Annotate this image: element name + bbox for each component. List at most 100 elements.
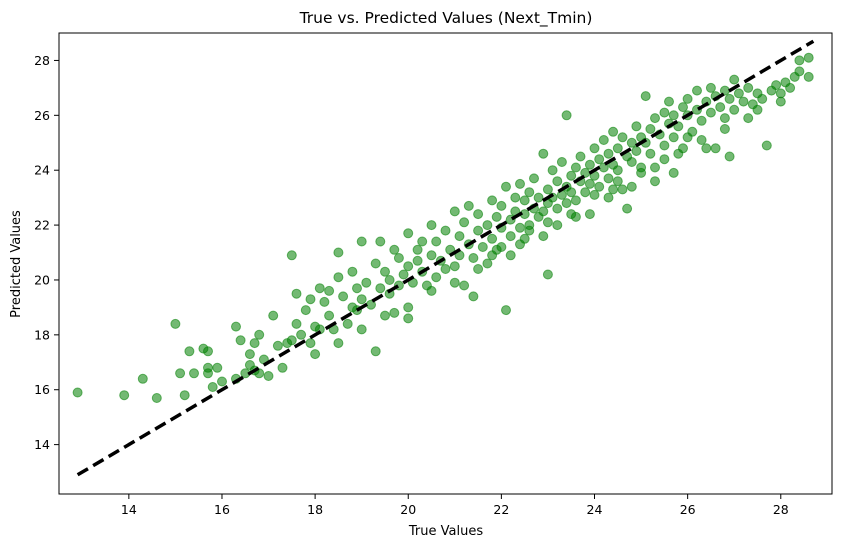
data-point (217, 376, 227, 387)
data-point (519, 195, 530, 206)
reference-line-layer (76, 39, 815, 477)
data-point (473, 264, 484, 274)
data-point (659, 154, 670, 165)
data-point (482, 220, 493, 231)
data-point (752, 104, 763, 115)
data-point (547, 165, 558, 176)
data-point (803, 52, 814, 63)
data-point (412, 244, 423, 255)
data-point (659, 107, 670, 118)
data-point (151, 393, 162, 403)
data-point (426, 285, 437, 296)
data-point (254, 329, 265, 340)
data-point (319, 296, 330, 307)
data-point (645, 124, 656, 134)
data-point (184, 346, 195, 357)
data-point (338, 291, 349, 302)
data-point (612, 143, 623, 154)
x-tick-label: 22 (493, 502, 509, 517)
data-point (775, 96, 786, 107)
data-point (473, 225, 484, 236)
data-point (449, 261, 460, 272)
x-tick-label: 20 (400, 502, 416, 517)
data-point (542, 269, 553, 280)
data-point (515, 178, 525, 189)
data-point (612, 176, 623, 187)
data-point (622, 203, 633, 214)
data-point (650, 162, 660, 173)
data-point (743, 82, 754, 93)
data-point (249, 338, 260, 349)
data-point (384, 275, 395, 285)
data-point (598, 135, 609, 145)
data-point (501, 305, 511, 316)
data-point (636, 167, 647, 178)
data-point (356, 294, 367, 305)
data-point (72, 387, 83, 398)
data-point (696, 135, 707, 145)
data-point (719, 113, 730, 124)
data-point (538, 231, 549, 242)
data-point (515, 239, 525, 250)
data-point (286, 335, 297, 346)
data-point (459, 280, 470, 291)
data-point (626, 157, 637, 167)
data-point (487, 250, 498, 261)
data-point (403, 313, 414, 324)
data-point (389, 307, 400, 318)
y-tick-label: 22 (34, 218, 50, 233)
data-point (398, 269, 409, 280)
data-point (361, 277, 372, 288)
data-point (612, 165, 623, 176)
data-point (650, 176, 660, 187)
data-point (454, 231, 465, 242)
data-point (538, 148, 549, 159)
data-point (426, 250, 437, 261)
data-point (231, 321, 241, 332)
data-point (556, 157, 567, 167)
data-point (296, 329, 307, 340)
data-point (203, 346, 213, 357)
data-point (305, 294, 316, 305)
data-point (678, 102, 688, 113)
data-point (617, 184, 628, 195)
data-point (412, 255, 423, 266)
y-tick-label: 16 (34, 382, 50, 397)
data-point (482, 258, 493, 269)
data-point (785, 82, 796, 93)
data-point (538, 206, 549, 217)
data-point (594, 154, 605, 165)
data-point (682, 132, 693, 143)
data-point (589, 189, 600, 200)
data-point (310, 349, 321, 360)
data-point (524, 187, 535, 198)
data-point (496, 242, 507, 252)
y-tick-label: 24 (34, 163, 50, 178)
data-point (375, 283, 386, 294)
data-point (375, 236, 386, 247)
data-point (608, 184, 619, 195)
data-point (468, 291, 479, 302)
data-point (719, 124, 730, 134)
data-point (561, 198, 572, 209)
data-point (515, 222, 525, 233)
data-point (356, 324, 367, 335)
data-point (263, 371, 274, 381)
data-point (542, 217, 553, 228)
data-point (631, 146, 642, 156)
data-point (570, 162, 581, 173)
y-axis-label: Predicted Values (9, 210, 24, 318)
x-tick-label: 26 (680, 502, 696, 517)
data-point (431, 236, 442, 247)
data-point (552, 176, 563, 187)
data-point (510, 192, 521, 203)
data-point (403, 228, 414, 239)
x-tick-label: 16 (214, 502, 230, 517)
data-point (626, 181, 637, 192)
data-point (682, 93, 693, 104)
data-point (468, 253, 479, 263)
data-point (761, 140, 772, 151)
data-point (794, 55, 805, 66)
data-point (449, 206, 460, 217)
